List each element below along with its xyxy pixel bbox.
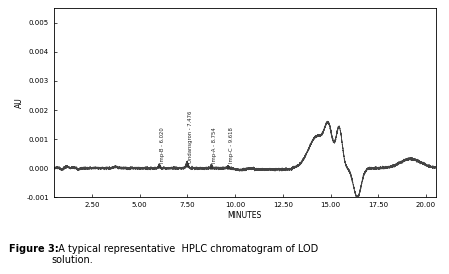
- Y-axis label: AU: AU: [14, 97, 23, 108]
- Text: Imp-C - 9.618: Imp-C - 9.618: [229, 127, 234, 163]
- Text: A typical representative  HPLC chromatogram of LOD
solution.: A typical representative HPLC chromatogr…: [52, 244, 318, 266]
- Text: Figure 3:: Figure 3:: [9, 244, 59, 254]
- Text: Ondansgron - 7.476: Ondansgron - 7.476: [188, 111, 193, 163]
- Text: Imp-A - 8.754: Imp-A - 8.754: [212, 127, 217, 163]
- X-axis label: MINUTES: MINUTES: [228, 211, 262, 220]
- Text: Imp-B - 6.020: Imp-B - 6.020: [160, 127, 165, 163]
